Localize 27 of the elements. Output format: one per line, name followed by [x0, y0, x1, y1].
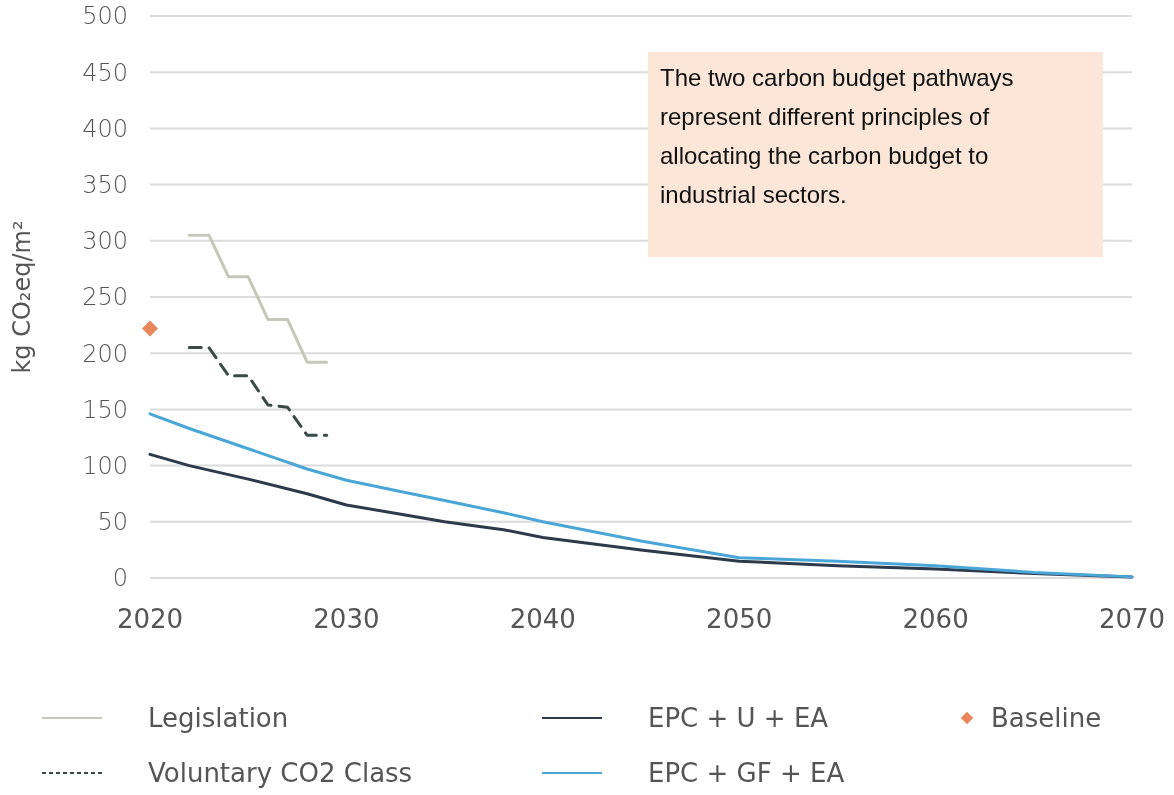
- annotation: The two carbon budget pathways represent different principles of allocating the carbon budget to industrial sectors.: [660, 64, 1014, 208]
- line-series: [148, 412, 1134, 579]
- line-series: [187, 233, 329, 364]
- legend-label: EPC + GF + EA: [648, 758, 845, 789]
- y-tick-label: 250: [82, 283, 128, 312]
- line-series: [187, 346, 329, 437]
- y-tick-label: 0: [112, 564, 128, 593]
- y-tick-label: 300: [82, 227, 128, 256]
- y-tick-label: 450: [82, 58, 128, 87]
- legend-label: Baseline: [991, 703, 1102, 734]
- y-tick-label: 150: [82, 395, 128, 424]
- y-axis-title: kg CO₂eq/m²: [8, 220, 36, 374]
- y-tick-label: 350: [82, 171, 128, 199]
- x-tick-label: 2040: [509, 604, 576, 634]
- x-tick-label: 2060: [902, 604, 969, 634]
- x-tick-label: 2020: [116, 604, 184, 634]
- y-tick-label: 100: [82, 452, 128, 480]
- y-tick-label: 200: [82, 339, 128, 368]
- legend-label: EPC + U + EA: [648, 703, 829, 734]
- y-tick-label: 50: [97, 508, 128, 537]
- y-tick-label: 500: [82, 2, 128, 31]
- legend-label: Voluntary CO2 Class: [148, 758, 413, 789]
- y-tick-label: 400: [82, 114, 128, 143]
- x-tick-label: 2070: [1098, 604, 1166, 634]
- x-tick-label: 2050: [706, 604, 773, 634]
- legend-label: Legislation: [148, 703, 289, 734]
- x-tick-label: 2030: [313, 604, 380, 634]
